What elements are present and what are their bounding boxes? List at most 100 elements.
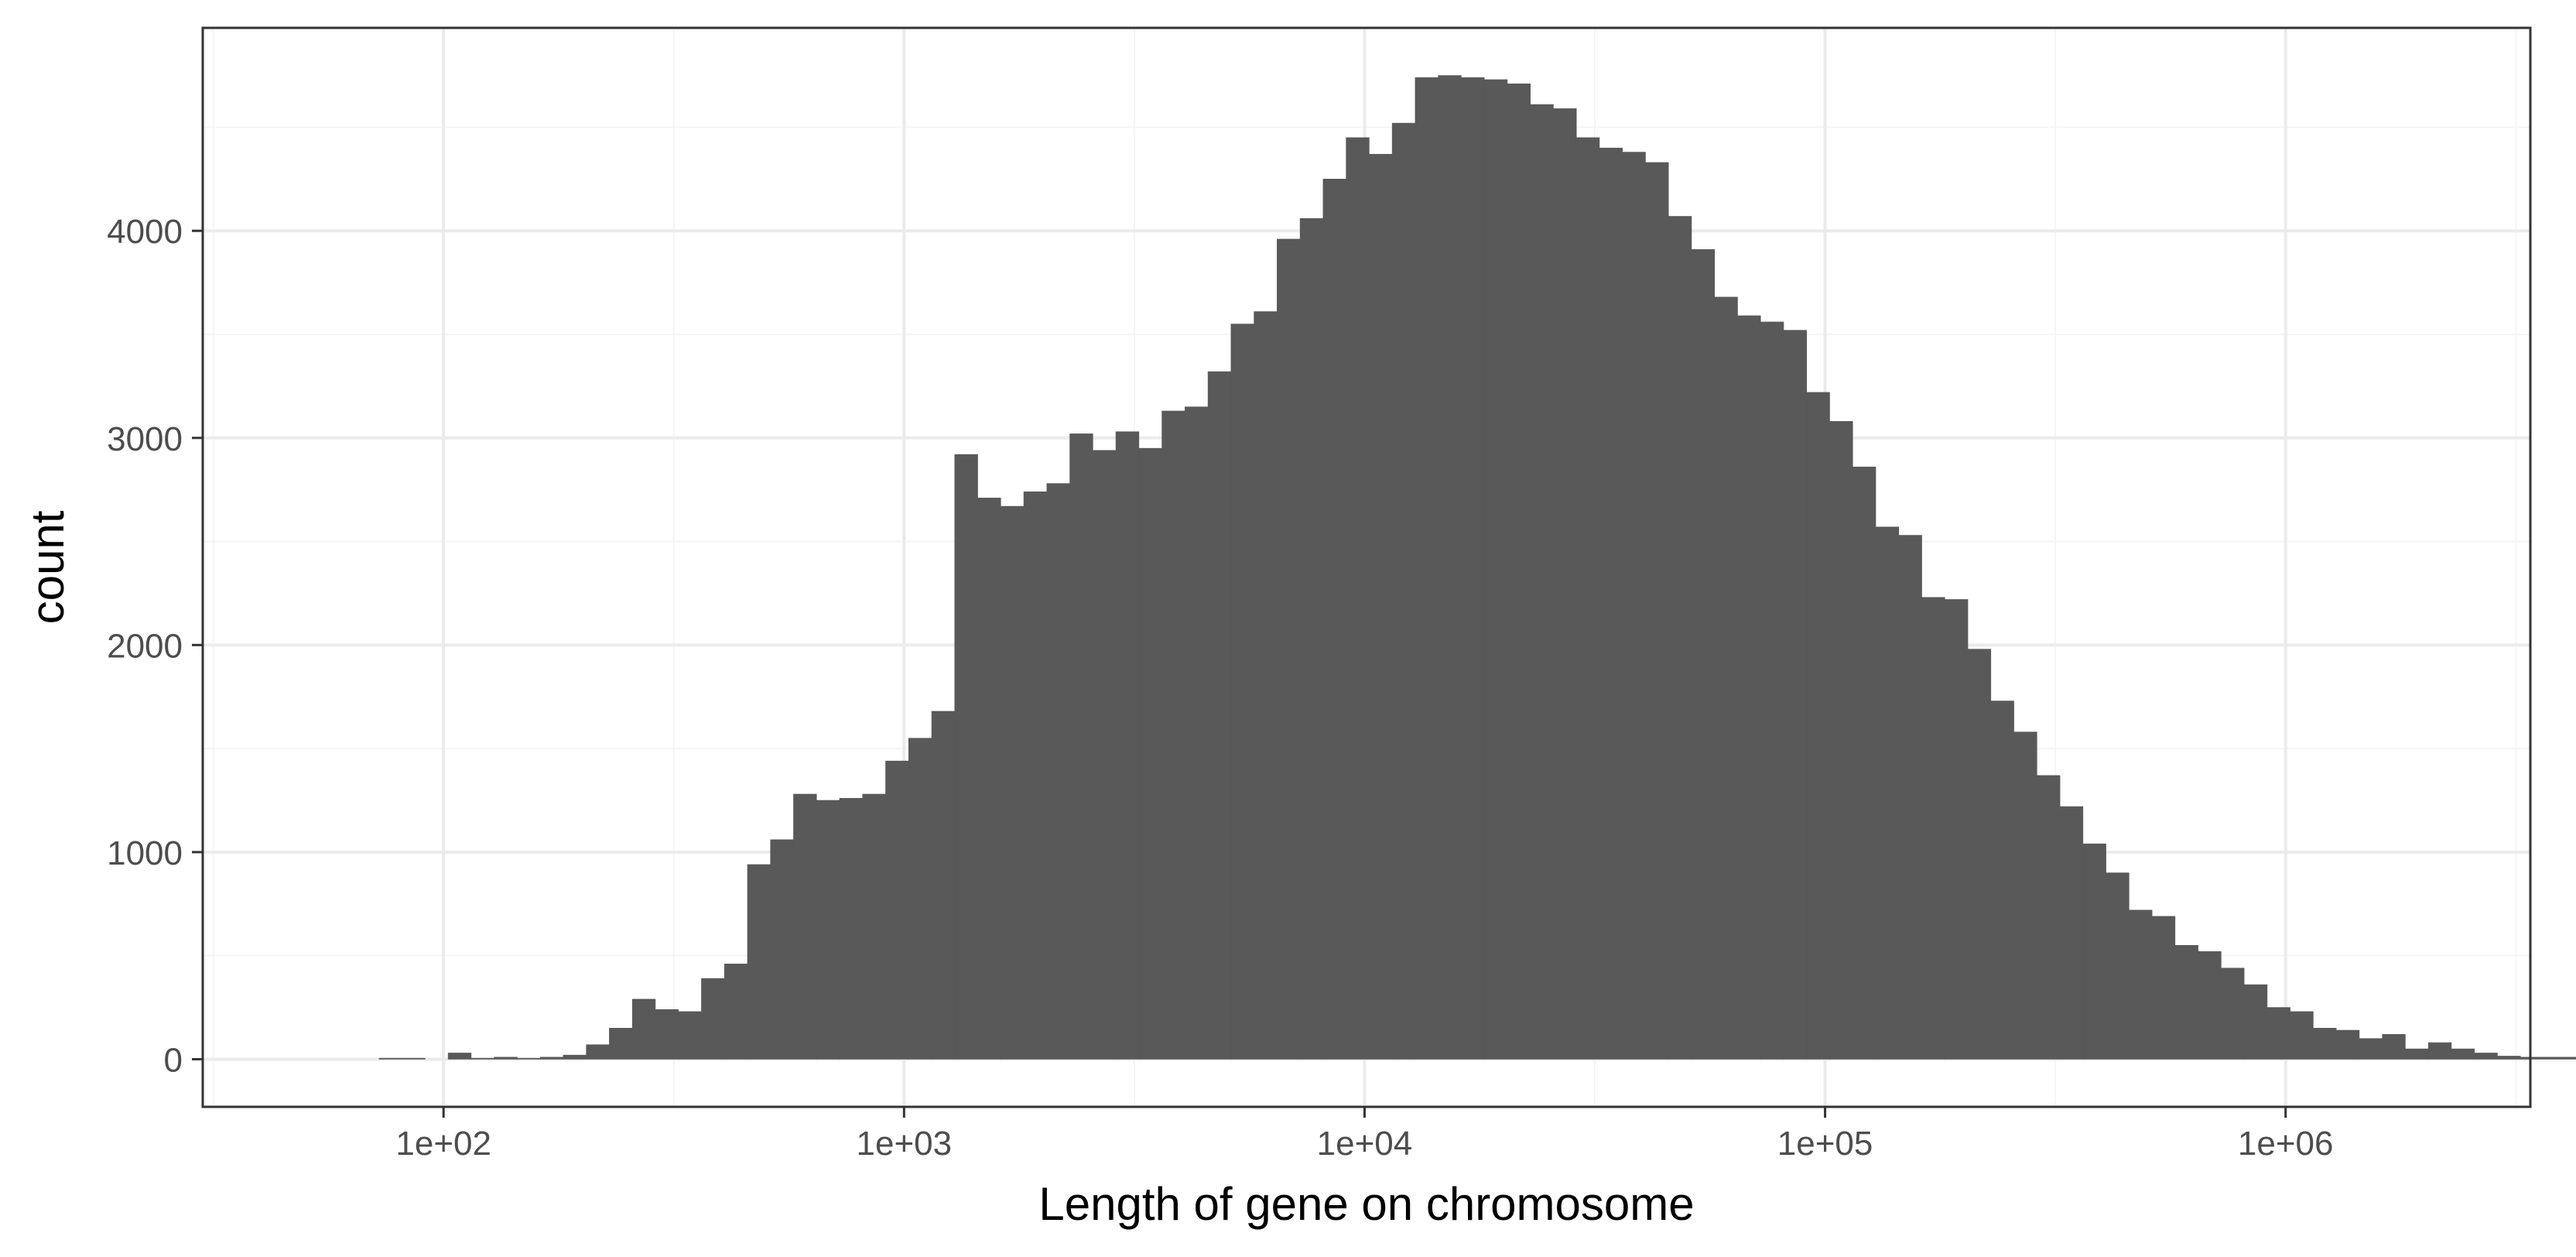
histogram-bar <box>1645 162 1669 1060</box>
x-axis-ticks: 1e+02 1e+03 1e+04 1e+05 1e+06 <box>395 1107 2333 1163</box>
x-tick-label: 1e+05 <box>1777 1125 1873 1163</box>
y-axis-title: count <box>22 510 74 624</box>
histogram-bar <box>1575 137 1600 1060</box>
histogram-bar <box>1346 137 1370 1060</box>
histogram-bars <box>378 75 2576 1060</box>
histogram-bar <box>470 1057 494 1060</box>
histogram-bar <box>2059 806 2084 1060</box>
x-tick-label: 1e+04 <box>1317 1125 1413 1163</box>
histogram-bar <box>631 998 656 1060</box>
histogram-bar <box>1990 700 2014 1060</box>
histogram-bar <box>1023 491 1048 1060</box>
histogram-bar <box>1438 75 1462 1060</box>
histogram-bar <box>2174 945 2198 1060</box>
histogram-bar <box>2129 909 2153 1060</box>
histogram-bar <box>1898 535 1922 1060</box>
histogram-bar <box>2543 1057 2567 1060</box>
histogram-bar <box>908 738 932 1060</box>
histogram-bar <box>1507 83 1531 1060</box>
histogram-bar <box>2106 872 2130 1060</box>
histogram-bar <box>1945 599 1969 1060</box>
y-tick-label: 0 <box>164 1041 183 1079</box>
histogram-bar <box>2243 984 2268 1060</box>
y-tick-label: 2000 <box>107 627 183 665</box>
histogram-bar <box>1461 77 1485 1060</box>
histogram-bar <box>977 498 1001 1060</box>
histogram-bar <box>954 454 978 1060</box>
histogram-bar <box>2497 1056 2521 1060</box>
y-tick-label: 3000 <box>107 420 183 458</box>
histogram-bar <box>2198 951 2222 1060</box>
histogram-bar <box>1668 216 1692 1060</box>
histogram-bar <box>678 1011 702 1060</box>
histogram-bar <box>1207 371 1232 1060</box>
histogram-bar <box>747 864 771 1060</box>
histogram-bar <box>1138 447 1162 1060</box>
histogram-bar <box>1921 597 1945 1060</box>
histogram-bar <box>724 964 748 1060</box>
histogram-bar <box>2359 1038 2383 1060</box>
y-tick-label: 1000 <box>107 834 183 872</box>
histogram-bar <box>1391 122 1416 1060</box>
histogram-bar <box>2520 1057 2544 1060</box>
histogram-bar <box>2566 1057 2576 1060</box>
histogram-bar <box>1737 315 1761 1060</box>
histogram-bar <box>517 1057 541 1060</box>
histogram-bar <box>1714 296 1738 1060</box>
histogram-bar <box>931 711 956 1060</box>
histogram-bar <box>378 1057 402 1060</box>
histogram-bar <box>2082 843 2106 1060</box>
histogram-bar <box>1783 330 1808 1060</box>
histogram-bar <box>1046 483 1070 1060</box>
histogram-bar <box>1230 324 1254 1060</box>
histogram-bar <box>1185 406 1209 1060</box>
x-tick-label: 1e+06 <box>2238 1125 2334 1163</box>
histogram-bar <box>609 1028 633 1060</box>
histogram-bar <box>2313 1028 2337 1060</box>
histogram-bar <box>2290 1011 2314 1060</box>
histogram-bar <box>2474 1053 2498 1060</box>
histogram-bar <box>816 800 840 1060</box>
histogram-bar <box>2451 1048 2475 1060</box>
histogram-bar <box>494 1057 518 1060</box>
histogram-bar <box>1322 179 1346 1060</box>
histogram-bar <box>1369 153 1393 1060</box>
histogram-bar <box>1161 410 1185 1060</box>
y-tick-label: 4000 <box>107 213 183 251</box>
histogram-bar <box>862 793 886 1060</box>
y-axis-ticks: 0 1000 2000 3000 4000 <box>107 213 203 1079</box>
histogram-bar <box>2037 775 2061 1060</box>
histogram-bar <box>2266 1007 2290 1060</box>
histogram-bar <box>1599 147 1623 1060</box>
histogram-bar <box>1069 433 1093 1060</box>
histogram-bar <box>2013 731 2037 1060</box>
histogram-bar <box>2427 1042 2452 1060</box>
histogram-bar <box>1852 466 1876 1060</box>
histogram-bar <box>2221 968 2245 1060</box>
histogram-bar <box>793 793 817 1060</box>
histogram-bar <box>1553 108 1577 1060</box>
histogram-bar <box>2151 916 2176 1060</box>
histogram-bar <box>2382 1034 2406 1060</box>
histogram-bar <box>885 760 909 1060</box>
histogram-bar <box>1875 526 1900 1060</box>
histogram-bar <box>1093 450 1117 1060</box>
panel-border <box>201 26 2532 1108</box>
histogram-bar <box>402 1057 426 1060</box>
x-axis-title: Length of gene on chromosome <box>1038 1178 1694 1230</box>
x-tick-label: 1e+03 <box>857 1125 953 1163</box>
histogram-bar <box>839 798 864 1060</box>
histogram-bar <box>1691 248 1716 1060</box>
histogram-bar <box>1530 104 1554 1060</box>
histogram-bar <box>1254 311 1278 1060</box>
histogram-bar <box>701 978 725 1060</box>
histogram-bar <box>1967 649 1992 1060</box>
histogram-bar <box>586 1044 610 1060</box>
histogram-bar <box>1483 79 1508 1060</box>
histogram-bar <box>1760 321 1784 1060</box>
histogram-bar <box>770 839 794 1060</box>
histogram-bar <box>655 1009 679 1060</box>
histogram-bar <box>1277 238 1301 1060</box>
x-tick-label: 1e+02 <box>395 1125 491 1163</box>
